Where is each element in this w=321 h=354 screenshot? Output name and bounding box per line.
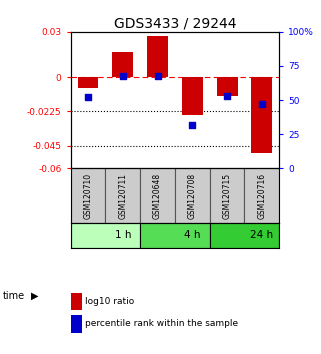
Text: time: time xyxy=(3,291,25,301)
Bar xyxy=(182,78,203,115)
Point xyxy=(155,73,160,78)
Point xyxy=(85,95,91,100)
Text: GSM120716: GSM120716 xyxy=(257,173,266,219)
Text: GSM120715: GSM120715 xyxy=(222,173,232,219)
Bar xyxy=(105,169,140,223)
Text: log10 ratio: log10 ratio xyxy=(85,297,134,307)
Bar xyxy=(71,223,140,248)
Bar xyxy=(175,169,210,223)
Text: 24 h: 24 h xyxy=(250,230,273,240)
Bar xyxy=(210,169,245,223)
Bar xyxy=(112,52,133,78)
Point xyxy=(120,73,125,78)
Bar xyxy=(245,169,279,223)
Text: 1 h: 1 h xyxy=(115,230,131,240)
Text: GSM120708: GSM120708 xyxy=(188,173,197,219)
Bar xyxy=(71,169,105,223)
Bar xyxy=(140,223,210,248)
Bar xyxy=(251,78,272,153)
Point xyxy=(259,101,265,107)
Point xyxy=(224,93,230,99)
Text: 4 h: 4 h xyxy=(184,230,201,240)
Bar xyxy=(140,169,175,223)
Text: GSM120710: GSM120710 xyxy=(83,173,92,219)
Text: ▶: ▶ xyxy=(30,291,38,301)
Text: GSM120648: GSM120648 xyxy=(153,173,162,219)
Title: GDS3433 / 29244: GDS3433 / 29244 xyxy=(114,17,236,31)
Bar xyxy=(147,36,168,78)
Bar xyxy=(217,78,238,96)
Text: GSM120711: GSM120711 xyxy=(118,173,127,219)
Point xyxy=(190,122,195,127)
Bar xyxy=(210,223,279,248)
Text: percentile rank within the sample: percentile rank within the sample xyxy=(85,319,238,329)
Bar xyxy=(78,78,99,88)
